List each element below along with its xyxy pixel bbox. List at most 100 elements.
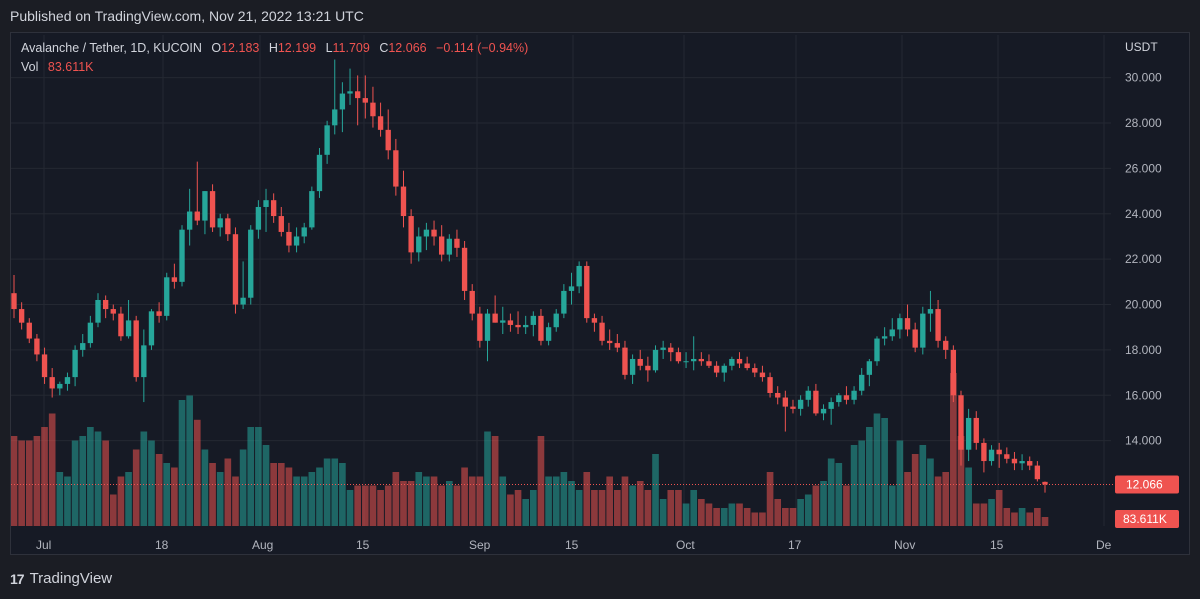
- candle-body: [920, 313, 926, 348]
- candle-body: [507, 320, 514, 325]
- candle-body: [797, 399, 804, 409]
- volume-bar: [423, 476, 430, 526]
- candle-body: [958, 395, 964, 450]
- volume-bar: [1041, 517, 1049, 526]
- volume-bar: [117, 476, 125, 526]
- time-tick-label: 15: [356, 538, 370, 552]
- candle-body: [95, 299, 101, 323]
- volume-bar: [102, 440, 109, 526]
- volume-bar: [499, 476, 507, 526]
- price-tick-label: 16.000: [1125, 388, 1162, 402]
- candle-body: [301, 227, 307, 237]
- candle-body: [752, 368, 758, 373]
- volume-bar: [209, 463, 216, 526]
- volume-bar: [453, 485, 461, 526]
- candle-body: [943, 340, 949, 350]
- volume-bar: [407, 481, 415, 526]
- volume-bar: [690, 490, 698, 526]
- volume-bar: [682, 503, 690, 526]
- candle-body: [11, 293, 17, 310]
- candle-body: [263, 200, 269, 207]
- svg-text:12.066: 12.066: [1126, 478, 1163, 492]
- candle-body: [87, 322, 94, 344]
- volume-bar: [163, 463, 171, 526]
- candle-body: [41, 354, 48, 378]
- chart-panel[interactable]: USDT 14.000 16.000 18.000 20.000 22.000 24.00…: [10, 32, 1190, 555]
- volume-bar: [652, 454, 659, 526]
- volume-bar: [277, 463, 285, 526]
- volume-bar: [384, 485, 392, 526]
- volume-bar: [109, 494, 117, 526]
- volume-bar: [957, 436, 965, 526]
- volume-bar: [583, 472, 591, 526]
- candle-body: [759, 372, 766, 378]
- price-tick-label: 30.000: [1125, 71, 1162, 85]
- candle-body: [72, 349, 78, 378]
- volume-bar: [797, 499, 804, 526]
- price-chart[interactable]: USDT 14.000 16.000 18.000 20.000 22.000 24.00…: [10, 33, 1189, 554]
- legend-symbol: Avalanche / Tether, 1D, KUCOIN: [21, 41, 202, 55]
- footer-brand[interactable]: 17 TradingView: [10, 570, 112, 587]
- volume-bar: [782, 508, 789, 526]
- candle-body: [1004, 454, 1010, 459]
- candle-body: [981, 442, 987, 462]
- candle-body: [767, 377, 773, 393]
- candle-body: [545, 327, 552, 341]
- candle-body: [996, 449, 1002, 455]
- volume-bar: [560, 472, 568, 526]
- volume-bar: [48, 413, 56, 526]
- volume-bar: [339, 463, 346, 526]
- candle-body: [102, 299, 109, 310]
- volume-bar: [79, 436, 87, 526]
- candle-body: [904, 318, 911, 330]
- volume-bar: [94, 431, 102, 526]
- published-caption: Published on TradingView.com, Nov 21, 20…: [10, 8, 364, 24]
- candle-body: [232, 234, 239, 305]
- time-axis[interactable]: Jul 18 Aug 15 Sep 15 Oct 17 Nov 15 De: [36, 538, 1112, 552]
- time-tick-label: 15: [565, 538, 579, 552]
- candle-body: [64, 377, 71, 384]
- volume-bar: [675, 490, 682, 526]
- time-tick-label: Sep: [469, 538, 491, 552]
- candle-body: [362, 98, 368, 103]
- candle-body: [332, 109, 338, 126]
- candle-body: [408, 216, 414, 253]
- price-tick-label: 28.000: [1125, 116, 1162, 130]
- candle-body: [782, 397, 789, 407]
- volume-bar: [766, 472, 774, 526]
- volume-bar: [575, 490, 583, 526]
- volume-bar: [873, 413, 881, 526]
- candle-body: [599, 322, 605, 341]
- candle-body: [912, 329, 918, 348]
- volume-bar: [835, 463, 843, 526]
- price-axis[interactable]: USDT 14.000 16.000 18.000 20.000 22.000 24.00…: [1125, 40, 1162, 448]
- volume-bar: [988, 499, 995, 526]
- candle-body: [431, 229, 437, 237]
- volume-bar: [972, 503, 980, 526]
- volume-bar: [812, 485, 820, 526]
- volume-bar: [18, 440, 25, 526]
- candle-body: [584, 265, 590, 319]
- candle-body: [179, 229, 185, 282]
- candle-body: [553, 313, 559, 328]
- volume-bar: [705, 503, 713, 526]
- candle-body: [270, 200, 277, 217]
- candle-body: [240, 297, 246, 305]
- candle-body: [217, 218, 223, 228]
- volume-bar: [751, 512, 759, 526]
- volume-bar: [438, 485, 445, 526]
- volume-bar: [591, 490, 598, 526]
- candle-body: [34, 338, 40, 355]
- volume-bar: [285, 467, 293, 526]
- candle-body: [874, 338, 880, 362]
- candle-body: [515, 324, 521, 328]
- candle-body: [706, 361, 712, 366]
- price-tick-label: 18.000: [1125, 343, 1162, 357]
- volume-bar: [270, 463, 277, 526]
- candle-body: [324, 125, 330, 155]
- candle-body: [110, 309, 116, 314]
- volume-bar: [629, 485, 636, 526]
- legend-low: 11.709: [333, 41, 370, 55]
- volume-bar: [71, 440, 79, 526]
- candle-body: [568, 286, 575, 291]
